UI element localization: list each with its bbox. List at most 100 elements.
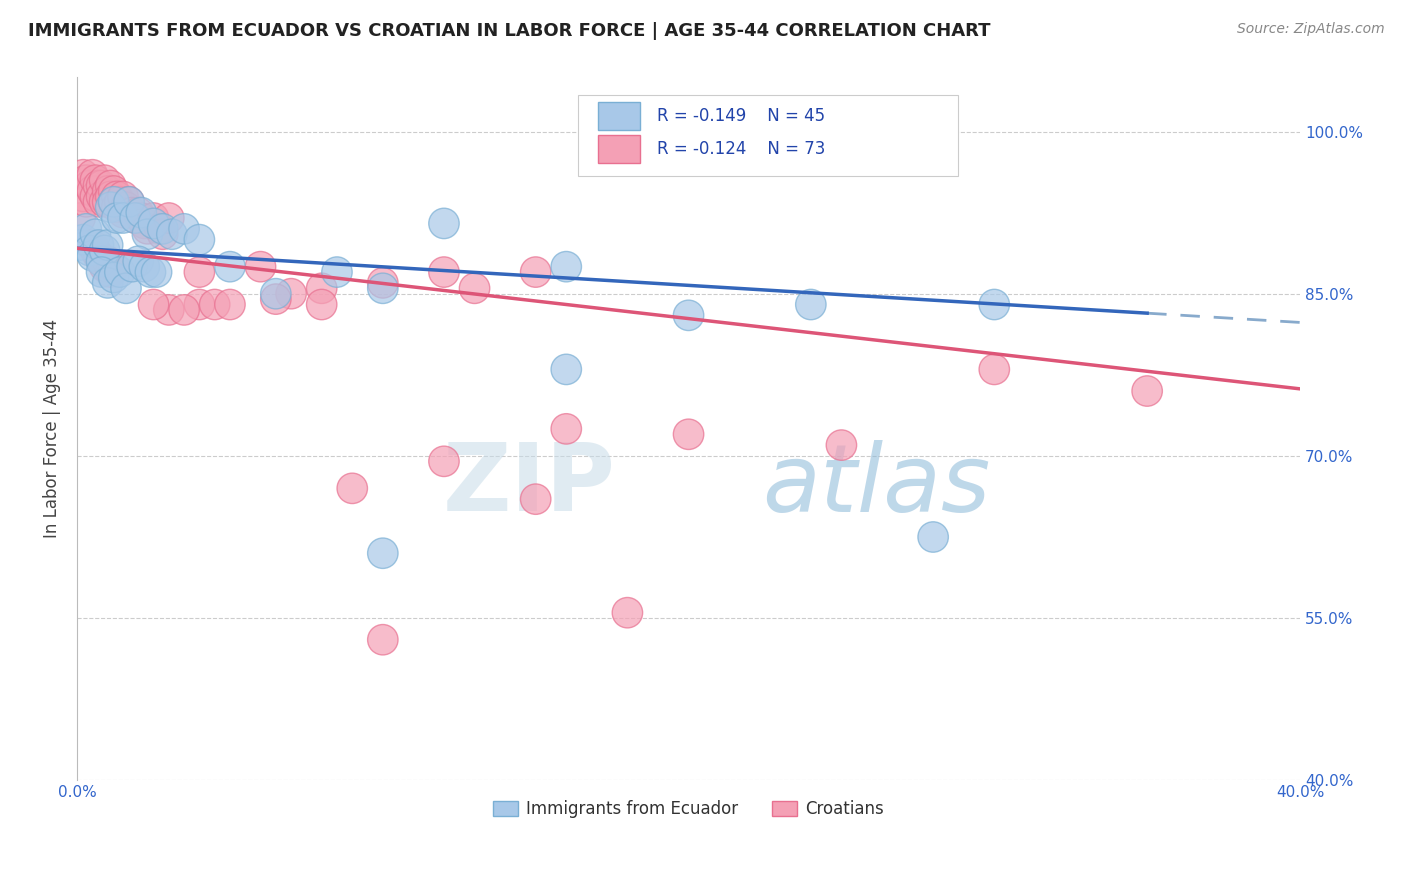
Point: [84, 227, 107, 242]
Point: [830, 438, 852, 452]
Point: [115, 281, 138, 295]
Point: [157, 302, 180, 317]
Point: [157, 211, 180, 225]
Point: [134, 216, 156, 230]
Point: [371, 276, 394, 290]
Point: [326, 265, 349, 279]
Text: R = -0.124    N = 73: R = -0.124 N = 73: [657, 140, 825, 158]
FancyBboxPatch shape: [578, 95, 957, 176]
Point: [93, 173, 115, 187]
Point: [93, 194, 115, 209]
Point: [84, 189, 107, 203]
Point: [82, 249, 104, 263]
Point: [87, 178, 110, 193]
Point: [97, 276, 120, 290]
Point: [433, 265, 456, 279]
Point: [204, 297, 226, 311]
Point: [264, 292, 287, 306]
Point: [142, 216, 165, 230]
Point: [371, 281, 394, 295]
Point: [93, 260, 115, 274]
Point: [121, 260, 143, 274]
Point: [136, 222, 159, 236]
Point: [264, 286, 287, 301]
Point: [111, 189, 134, 203]
Point: [555, 422, 578, 436]
Point: [983, 362, 1005, 376]
Point: [280, 286, 302, 301]
Point: [219, 297, 242, 311]
Point: [311, 281, 333, 295]
Point: [115, 200, 138, 214]
Point: [173, 222, 195, 236]
Point: [139, 265, 162, 279]
Point: [678, 309, 700, 323]
Point: [922, 530, 945, 544]
Point: [149, 222, 172, 236]
Point: [129, 205, 152, 219]
Point: [145, 265, 167, 279]
Point: [103, 260, 125, 274]
Point: [129, 211, 152, 225]
Point: [75, 173, 97, 187]
Point: [84, 244, 107, 258]
Point: [127, 205, 149, 219]
Point: [152, 227, 174, 242]
Point: [84, 173, 107, 187]
Point: [90, 254, 112, 268]
Point: [72, 168, 94, 182]
Point: [100, 265, 122, 279]
Point: [124, 211, 146, 225]
Point: [173, 302, 195, 317]
Point: [100, 178, 122, 193]
Point: [342, 481, 364, 495]
Point: [111, 205, 134, 219]
Point: [90, 265, 112, 279]
Point: [371, 546, 394, 560]
Point: [188, 233, 211, 247]
Point: [800, 297, 823, 311]
Point: [142, 211, 165, 225]
Point: [97, 254, 120, 268]
Text: Source: ZipAtlas.com: Source: ZipAtlas.com: [1237, 22, 1385, 37]
Point: [90, 178, 112, 193]
Point: [103, 194, 125, 209]
Point: [464, 281, 486, 295]
Point: [100, 200, 122, 214]
Point: [371, 632, 394, 647]
Point: [433, 216, 456, 230]
Point: [87, 238, 110, 252]
Point: [249, 260, 271, 274]
Point: [69, 238, 91, 252]
Point: [136, 227, 159, 242]
Point: [108, 265, 131, 279]
Point: [79, 178, 101, 193]
Point: [82, 168, 104, 182]
Point: [134, 260, 156, 274]
Point: [555, 362, 578, 376]
Point: [219, 260, 242, 274]
Point: [82, 238, 104, 252]
Point: [1136, 384, 1159, 398]
Point: [82, 184, 104, 198]
Point: [87, 194, 110, 209]
Point: [616, 606, 638, 620]
Point: [90, 254, 112, 268]
Point: [555, 260, 578, 274]
Text: atlas: atlas: [762, 440, 990, 531]
Point: [678, 427, 700, 442]
Point: [103, 184, 125, 198]
Point: [79, 244, 101, 258]
Point: [524, 492, 547, 507]
Point: [188, 265, 211, 279]
Point: [97, 194, 120, 209]
Point: [75, 222, 97, 236]
FancyBboxPatch shape: [598, 102, 640, 130]
Point: [108, 194, 131, 209]
Point: [433, 454, 456, 468]
Point: [118, 194, 141, 209]
Point: [124, 211, 146, 225]
Point: [188, 297, 211, 311]
Point: [100, 189, 122, 203]
Point: [118, 194, 141, 209]
